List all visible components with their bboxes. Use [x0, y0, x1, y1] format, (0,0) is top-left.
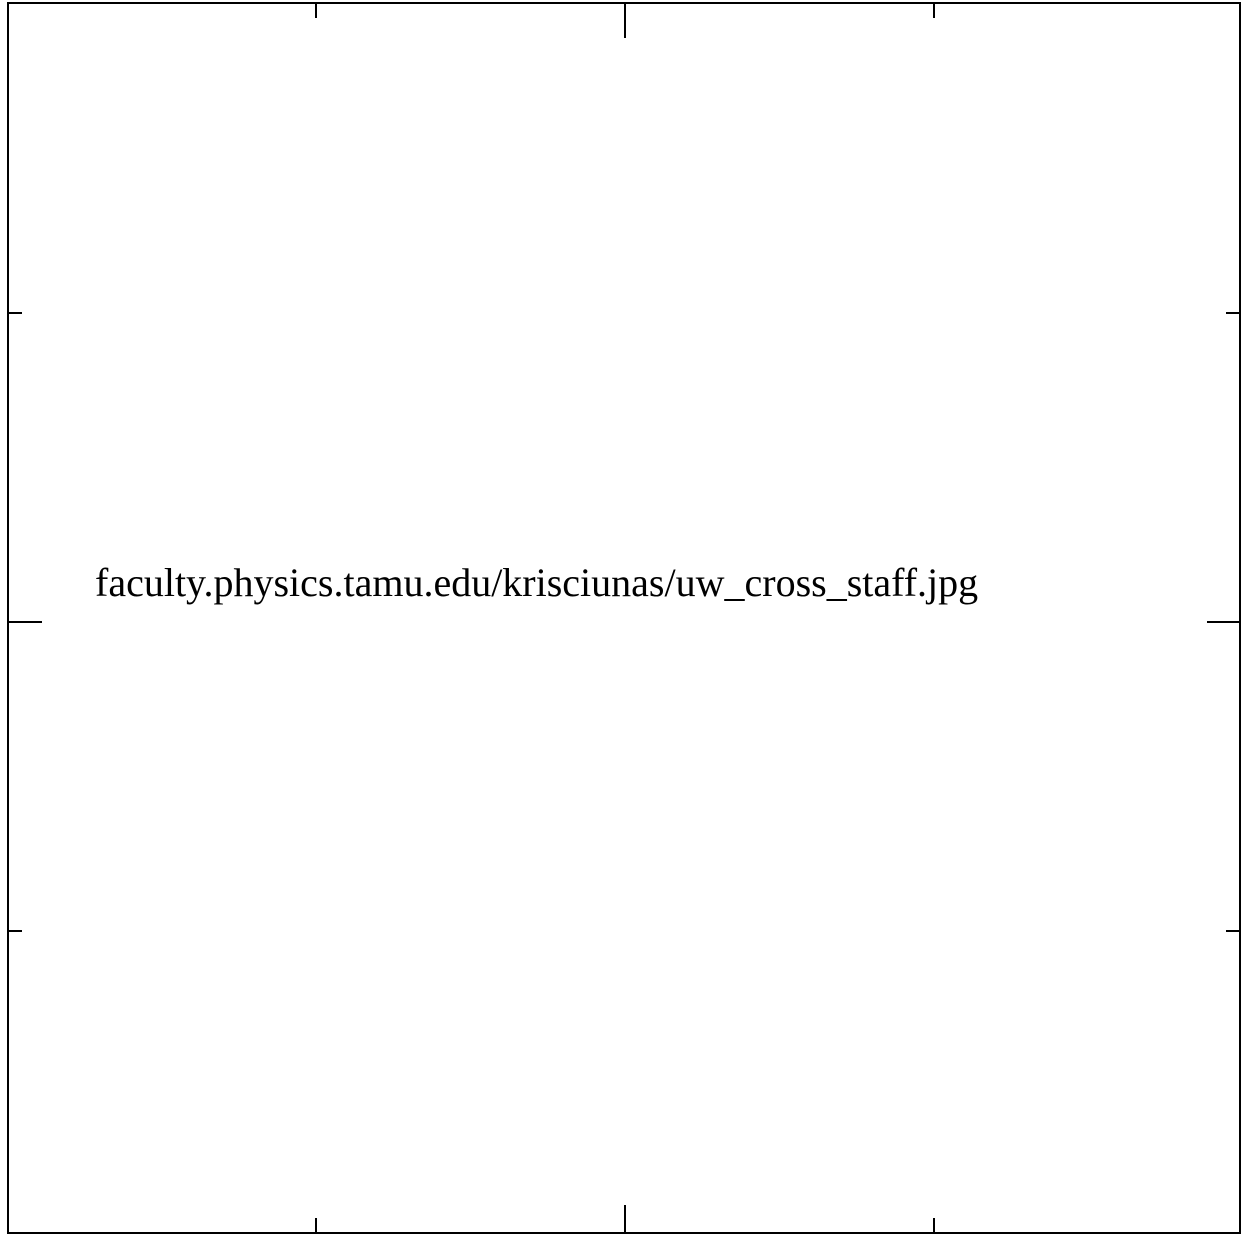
- image-url: faculty.physics.tamu.edu/krisciunas/uw_c…: [95, 560, 978, 605]
- frame: [7, 2, 1241, 1234]
- border: [7, 2, 1241, 1234]
